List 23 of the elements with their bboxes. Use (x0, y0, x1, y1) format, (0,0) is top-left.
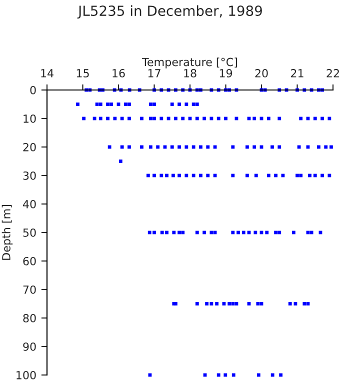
y-tick-label: 20 (23, 142, 36, 152)
x-tick-label: 20 (255, 69, 268, 78)
y-tick-label: 50 (23, 228, 36, 237)
y-tick-label: 10 (24, 114, 36, 123)
y-tick-label: 0 (30, 86, 36, 94)
x-tick-label: 19 (220, 69, 232, 78)
x-tick-label: 22 (326, 69, 339, 78)
x-tick-label: 14 (41, 69, 54, 78)
x-axis-title: Temperature [°C] (142, 58, 237, 68)
x-tick-label: 17 (148, 69, 160, 78)
y-axis-title: Depth [m] (2, 205, 13, 260)
x-tick-label: 21 (290, 69, 304, 78)
y-tick-label: 40 (22, 200, 36, 208)
x-tick-label: 18 (184, 69, 196, 78)
x-tick-label: 16 (112, 69, 125, 78)
y-tick-label: 30 (23, 171, 36, 180)
y-tick-label: 90 (23, 342, 36, 351)
chart-title: JL5235 in December, 1989 (77, 5, 262, 19)
y-tick-label: 100 (16, 370, 36, 380)
y-tick-label: 60 (23, 256, 36, 266)
x-tick-label: 15 (76, 69, 89, 78)
y-tick-label: 80 (23, 314, 36, 322)
y-tick-label: 70 (23, 285, 36, 294)
